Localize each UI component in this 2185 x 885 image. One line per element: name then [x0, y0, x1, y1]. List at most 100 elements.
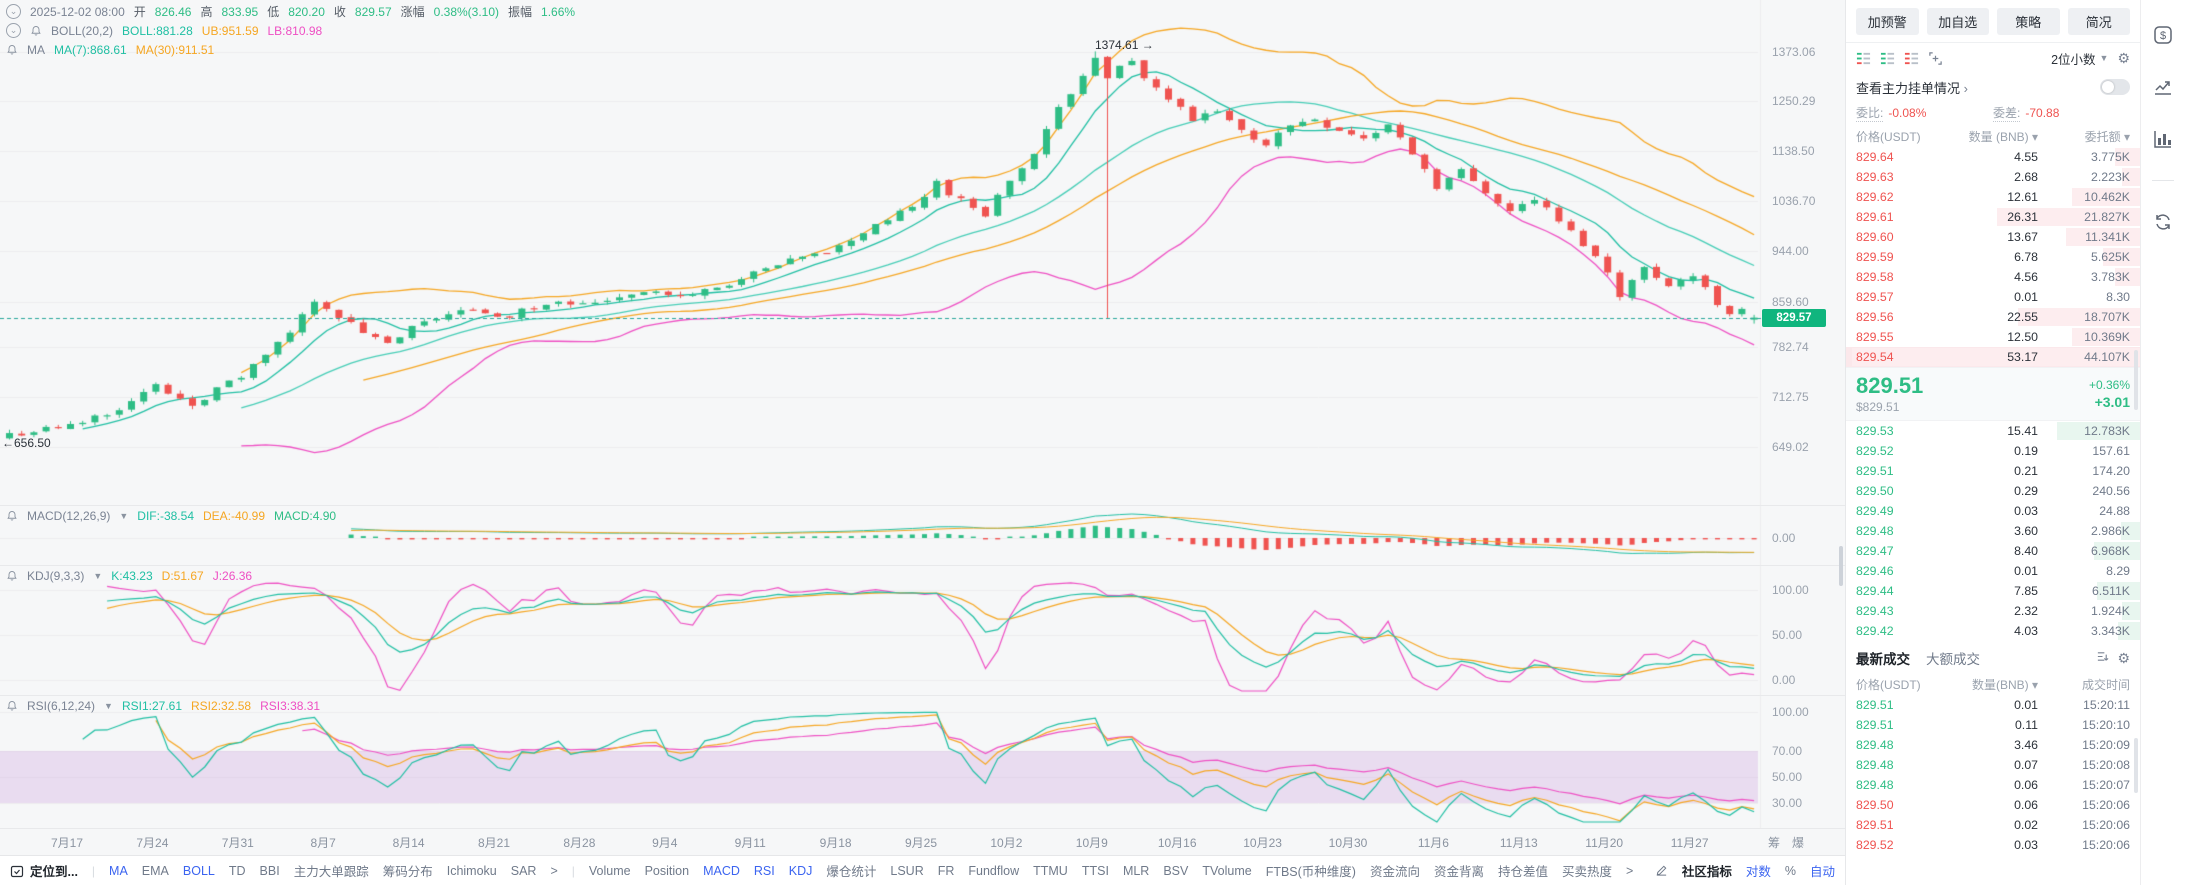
column-header[interactable]: 数量(BNB) ▾ [1971, 677, 2038, 692]
main-orders-toggle[interactable] [2100, 79, 2130, 95]
bid-row[interactable]: 829.46 0.01 8.29 [1846, 561, 2140, 581]
bid-row[interactable]: 829.44 7.85 6.511K [1846, 581, 2140, 601]
axis-shortcut-label[interactable]: 爆 [1792, 836, 1805, 850]
bid-row[interactable]: 829.47 8.40 6.968K [1846, 541, 2140, 561]
alert-bell-icon[interactable] [30, 25, 42, 37]
book-both-view-icon[interactable] [1856, 51, 1871, 66]
bar-chart-icon[interactable] [2152, 128, 2174, 150]
toolbar-item-TD[interactable]: TD [228, 863, 246, 878]
toolbar-item-FR[interactable]: FR [937, 863, 955, 878]
toolbar-item-TTMU[interactable]: TTMU [1033, 863, 1068, 878]
bid-row[interactable]: 829.42 4.03 3.343K [1846, 621, 2140, 641]
axis-shortcut-label[interactable]: 筹 [1768, 836, 1781, 850]
bid-row[interactable]: 829.49 0.03 24.88 [1846, 501, 2140, 521]
action-button-策略[interactable]: 策略 [1997, 8, 2060, 35]
ask-row[interactable]: 829.62 12.61 10.462K [1846, 187, 2140, 207]
toolbar-item-Ichimoku[interactable]: Ichimoku [446, 863, 497, 878]
bid-row[interactable]: 829.48 3.60 2.986K [1846, 521, 2140, 541]
collapse-chevron-icon[interactable]: ⌄ [6, 23, 21, 38]
toolbar-item-MACD[interactable]: MACD [703, 863, 740, 878]
alert-bell-icon[interactable] [6, 570, 18, 582]
toolbar-item-LSUR[interactable]: LSUR [890, 863, 924, 878]
toolbar-item-SAR[interactable]: SAR [510, 863, 537, 878]
bid-row[interactable]: 829.50 0.29 240.56 [1846, 481, 2140, 501]
add-panel-icon[interactable] [1928, 51, 1943, 66]
indicator-caret-icon[interactable]: ▼ [119, 511, 129, 521]
ask-row[interactable]: 829.63 2.68 2.223K [1846, 167, 2140, 187]
trade-row[interactable]: 829.48 0.07 15:20:08 [1846, 755, 2140, 775]
toolbar-item->[interactable]: > [1626, 863, 1634, 878]
indicator-scrollbar[interactable] [1839, 546, 1843, 586]
tab-latest-trades[interactable]: 最新成交 [1856, 652, 1910, 667]
alert-bell-icon[interactable] [6, 700, 18, 712]
book-settings-gear-icon[interactable]: ⚙ [2117, 49, 2130, 66]
ask-row[interactable]: 829.55 12.50 10.369K [1846, 327, 2140, 347]
trend-up-icon[interactable] [2152, 76, 2174, 98]
toolbar-item-爆仓统计[interactable]: 爆仓统计 [826, 865, 877, 879]
book-scrollbar[interactable] [2134, 350, 2138, 410]
auto-scale-button[interactable]: 自动 [1809, 865, 1835, 879]
trade-row[interactable]: 829.52 0.03 15:20:06 [1846, 835, 2140, 855]
toolbar-item-KDJ[interactable]: KDJ [788, 863, 813, 878]
toolbar-item-资金背离[interactable]: 资金背离 [1434, 865, 1485, 879]
ask-row[interactable]: 829.64 4.55 3.775K [1846, 147, 2140, 167]
trade-row[interactable]: 829.51 0.02 15:20:06 [1846, 815, 2140, 835]
ask-row[interactable]: 829.56 22.55 18.707K [1846, 307, 2140, 327]
bid-row[interactable]: 829.52 0.19 157.61 [1846, 441, 2140, 461]
ask-row[interactable]: 829.61 26.31 21.827K [1846, 207, 2140, 227]
indicator-caret-icon[interactable]: ▼ [104, 701, 113, 711]
ask-row[interactable]: 829.57 0.01 8.30 [1846, 287, 2140, 307]
bid-row[interactable]: 829.53 15.41 12.783K [1846, 421, 2140, 441]
bid-row[interactable]: 829.51 0.21 174.20 [1846, 461, 2140, 481]
toolbar-item-主力大单跟踪[interactable]: 主力大单跟踪 [293, 865, 369, 879]
wallet-icon[interactable]: $ [2152, 24, 2174, 46]
tab-large-trades[interactable]: 大额成交 [1926, 652, 1980, 667]
toolbar-item-Fundflow[interactable]: Fundflow [968, 863, 1020, 878]
toolbar-item-BOLL[interactable]: BOLL [182, 863, 215, 878]
alert-bell-icon[interactable] [6, 510, 18, 522]
column-header[interactable]: 数量 (BNB) ▾ [1968, 129, 2038, 144]
community-indicators-button[interactable]: 社区指标 [1681, 865, 1732, 879]
percent-scale-button[interactable]: % [1784, 863, 1796, 878]
calendar-locate-icon[interactable] [10, 864, 24, 878]
toolbar-item->[interactable]: > [550, 863, 558, 878]
trade-row[interactable]: 829.51 0.01 15:20:11 [1846, 695, 2140, 715]
trade-row[interactable]: 829.51 0.11 15:20:10 [1846, 715, 2140, 735]
toolbar-item-MA[interactable]: MA [109, 863, 128, 878]
column-header[interactable]: 委托额 ▾ [2084, 129, 2130, 144]
book-bids-view-icon[interactable] [1880, 51, 1895, 66]
book-asks-view-icon[interactable] [1904, 51, 1919, 66]
log-scale-button[interactable]: 对数 [1745, 865, 1771, 879]
bid-row[interactable]: 829.43 2.32 1.924K [1846, 601, 2140, 621]
toolbar-item-MLR[interactable]: MLR [1122, 863, 1150, 878]
toolbar-item-TTSI[interactable]: TTSI [1081, 863, 1109, 878]
action-button-加自选[interactable]: 加自选 [1926, 8, 1989, 35]
toolbar-item-BBI[interactable]: BBI [259, 863, 280, 878]
toolbar-item-筹码分布[interactable]: 筹码分布 [382, 865, 433, 879]
toolbar-item-FTBS(币种维度)[interactable]: FTBS(币种维度) [1265, 865, 1356, 879]
trade-row[interactable]: 829.50 0.06 15:20:06 [1846, 795, 2140, 815]
trades-settings-gear-icon[interactable]: ⚙ [2117, 649, 2130, 666]
refresh-icon[interactable] [2152, 211, 2174, 233]
toolbar-item-持仓差值[interactable]: 持仓差值 [1498, 865, 1549, 879]
toolbar-item-资金流向[interactable]: 资金流向 [1369, 865, 1420, 879]
toolbar-item-Volume[interactable]: Volume [588, 863, 631, 878]
toolbar-item-TVolume[interactable]: TVolume [1202, 863, 1252, 878]
decimal-precision-select[interactable]: 2位小数 ▼ [2051, 52, 2109, 67]
locate-button[interactable]: 定位到... [30, 865, 78, 879]
edit-icon[interactable] [1655, 864, 1668, 877]
toolbar-item-Position[interactable]: Position [644, 863, 690, 878]
ask-row[interactable]: 829.60 13.67 11.341K [1846, 227, 2140, 247]
ask-row[interactable]: 829.58 4.56 3.783K [1846, 267, 2140, 287]
toolbar-item-EMA[interactable]: EMA [141, 863, 169, 878]
indicator-caret-icon[interactable]: ▼ [93, 571, 103, 581]
toolbar-item-RSI[interactable]: RSI [753, 863, 775, 878]
trades-sort-icon[interactable] [2096, 650, 2109, 667]
action-button-简况[interactable]: 简况 [2067, 8, 2130, 35]
trade-row[interactable]: 829.48 0.06 15:20:07 [1846, 775, 2140, 795]
trade-row[interactable]: 829.48 3.46 15:20:09 [1846, 735, 2140, 755]
trades-scrollbar[interactable] [2134, 738, 2138, 793]
action-button-加预警[interactable]: 加预警 [1856, 8, 1919, 35]
alert-bell-icon[interactable] [6, 44, 18, 56]
main-chart-canvas[interactable] [0, 0, 1845, 828]
